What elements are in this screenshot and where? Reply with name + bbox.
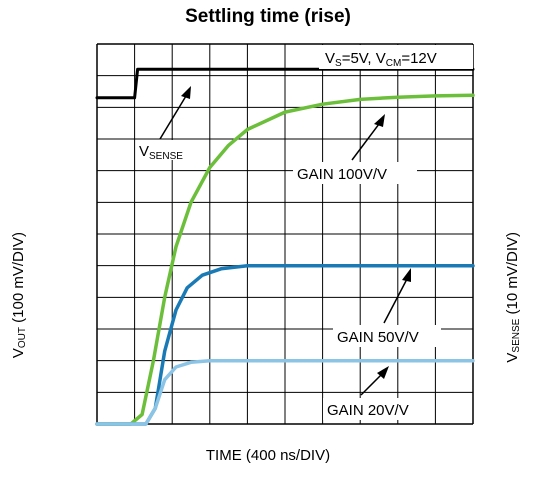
gain100-arrow — [351, 123, 380, 161]
gain100-label-box — [293, 162, 417, 184]
gain50-arrowhead — [402, 268, 411, 282]
series-line-gain100 — [95, 93, 475, 426]
gain20-label: GAIN 20V/V — [327, 402, 409, 419]
gain50-label: GAIN 50V/V — [337, 329, 419, 346]
gain100-label: GAIN 100V/V — [297, 166, 387, 183]
chart-title: Settling time (rise) — [185, 6, 351, 27]
vsense-arrowhead — [181, 86, 191, 99]
gain20-label-box — [323, 398, 431, 420]
series-line-gain20 — [95, 358, 475, 426]
x-axis-label: TIME (400 ns/DIV) — [205, 447, 331, 464]
annotations: VS=5V, VCM=12V VSENSE GAIN 100V/V GAIN 5… — [136, 45, 473, 420]
vsense-label-box — [136, 140, 200, 160]
conditions-text: VS=5V, VCM=12V — [325, 50, 437, 69]
gain100-arrowhead — [374, 114, 385, 127]
gain20-arrowhead — [377, 366, 389, 379]
conditions-box — [319, 45, 473, 69]
vsense-label: VSENSE — [139, 143, 183, 162]
series-line-vsense — [95, 67, 475, 100]
gain50-label-box — [333, 325, 441, 347]
series-lines — [95, 67, 475, 426]
gain50-arrow — [383, 278, 408, 324]
gain20-arrow — [360, 374, 382, 396]
vsense-arrow — [159, 95, 187, 140]
